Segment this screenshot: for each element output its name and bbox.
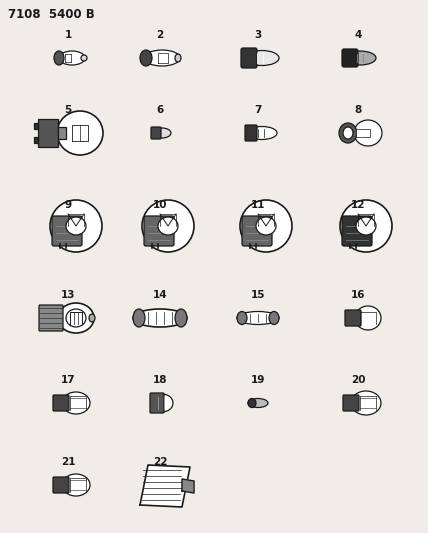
Text: 21: 21: [61, 457, 75, 467]
Ellipse shape: [344, 51, 376, 65]
Text: 3: 3: [254, 30, 262, 40]
Ellipse shape: [62, 474, 90, 496]
Ellipse shape: [343, 127, 353, 139]
FancyBboxPatch shape: [345, 310, 361, 326]
Text: 5: 5: [64, 105, 71, 115]
Ellipse shape: [57, 111, 103, 155]
Ellipse shape: [256, 217, 276, 235]
Text: 1: 1: [64, 30, 71, 40]
Text: 20: 20: [351, 375, 365, 385]
Ellipse shape: [248, 399, 256, 408]
FancyBboxPatch shape: [52, 216, 82, 246]
Ellipse shape: [175, 54, 181, 62]
Text: 10: 10: [153, 200, 167, 210]
FancyBboxPatch shape: [53, 477, 69, 493]
FancyBboxPatch shape: [151, 127, 161, 139]
Text: 6: 6: [156, 105, 163, 115]
FancyBboxPatch shape: [245, 125, 257, 141]
Ellipse shape: [151, 394, 173, 412]
Text: 9: 9: [65, 200, 71, 210]
Bar: [58, 127, 66, 139]
Bar: [34, 123, 38, 129]
Ellipse shape: [356, 217, 376, 235]
FancyBboxPatch shape: [343, 395, 359, 411]
Ellipse shape: [133, 309, 145, 327]
Ellipse shape: [81, 55, 87, 61]
Text: 13: 13: [61, 290, 75, 300]
Ellipse shape: [354, 120, 382, 146]
Ellipse shape: [59, 51, 85, 65]
Ellipse shape: [66, 217, 86, 235]
Ellipse shape: [58, 303, 94, 333]
Text: 4: 4: [354, 30, 362, 40]
Ellipse shape: [175, 309, 187, 327]
Ellipse shape: [62, 392, 90, 414]
Ellipse shape: [340, 200, 392, 252]
Ellipse shape: [153, 128, 171, 138]
FancyBboxPatch shape: [342, 49, 358, 67]
Ellipse shape: [54, 51, 64, 65]
Ellipse shape: [89, 314, 95, 322]
Ellipse shape: [269, 311, 279, 325]
FancyBboxPatch shape: [39, 305, 63, 331]
Ellipse shape: [144, 50, 180, 66]
Text: 22: 22: [153, 457, 167, 467]
Ellipse shape: [50, 200, 102, 252]
Ellipse shape: [237, 311, 279, 325]
Text: 8: 8: [354, 105, 362, 115]
FancyBboxPatch shape: [144, 216, 174, 246]
Bar: [38, 119, 58, 147]
Text: 11: 11: [251, 200, 265, 210]
FancyBboxPatch shape: [342, 216, 372, 246]
Bar: [356, 129, 370, 137]
Ellipse shape: [245, 51, 279, 66]
Ellipse shape: [248, 399, 268, 408]
Text: 19: 19: [251, 375, 265, 385]
Polygon shape: [182, 479, 194, 493]
Ellipse shape: [237, 311, 247, 325]
Bar: [34, 137, 38, 143]
Text: 15: 15: [251, 290, 265, 300]
Ellipse shape: [133, 309, 187, 327]
Text: 2: 2: [156, 30, 163, 40]
Text: 7108  5400 B: 7108 5400 B: [8, 8, 95, 21]
FancyBboxPatch shape: [150, 393, 164, 413]
Ellipse shape: [247, 126, 277, 140]
Text: 16: 16: [351, 290, 365, 300]
Ellipse shape: [339, 123, 357, 143]
Ellipse shape: [240, 200, 292, 252]
FancyBboxPatch shape: [241, 48, 257, 68]
Text: 18: 18: [153, 375, 167, 385]
FancyBboxPatch shape: [53, 395, 69, 411]
Ellipse shape: [355, 306, 381, 330]
FancyBboxPatch shape: [242, 216, 272, 246]
Text: 14: 14: [153, 290, 167, 300]
Ellipse shape: [142, 200, 194, 252]
Text: 17: 17: [61, 375, 75, 385]
Ellipse shape: [351, 391, 381, 415]
Polygon shape: [140, 465, 190, 507]
Text: 12: 12: [351, 200, 365, 210]
Text: 7: 7: [254, 105, 262, 115]
Ellipse shape: [66, 309, 86, 327]
Ellipse shape: [140, 50, 152, 66]
Ellipse shape: [158, 217, 178, 235]
